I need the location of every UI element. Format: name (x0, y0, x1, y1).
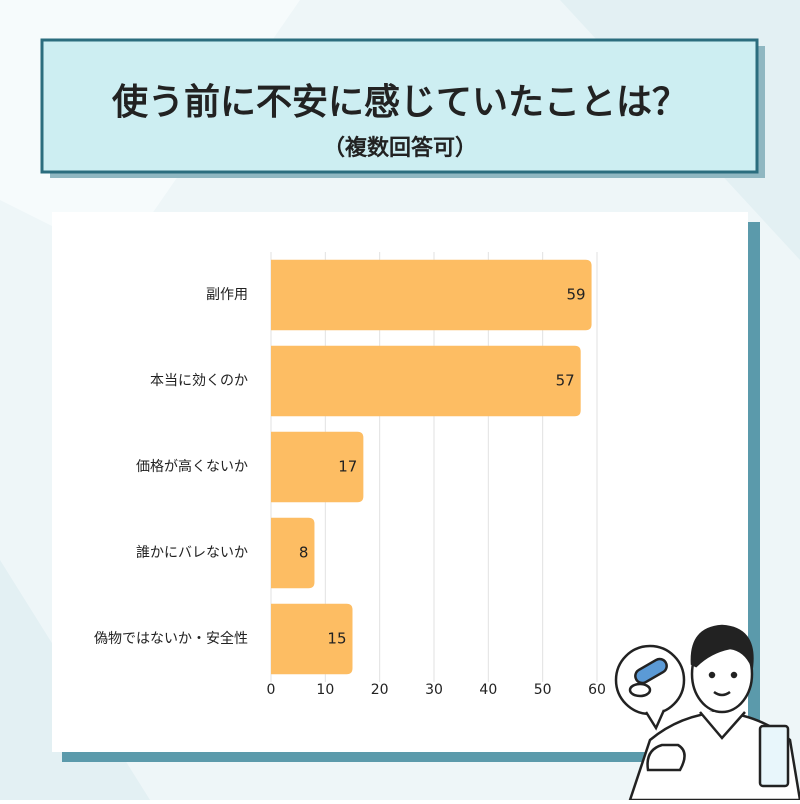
bar (271, 345, 581, 417)
illustration (614, 624, 800, 802)
value-label: 57 (556, 372, 575, 390)
title: 使う前に不安に感じていたことは？ (112, 82, 688, 123)
y-tick-label: 誰かにバレないか (136, 545, 248, 561)
subtitle: （複数回答可） (323, 135, 477, 161)
bar (271, 517, 315, 589)
x-tick-label: 60 (588, 682, 606, 698)
x-tick-label: 20 (371, 682, 389, 698)
bar (271, 431, 364, 503)
title-box (40, 38, 759, 174)
plot: 0 10 20 30 40 50 60 副作用 59 本当に効くのか 57 価格が高くないか 17 誰かに… (94, 252, 606, 698)
x-tick-label: 50 (534, 682, 552, 698)
y-tick-label: 副作用 (206, 287, 248, 303)
y-tick-label: 本当に効くのか (150, 373, 248, 389)
value-label: 59 (566, 286, 585, 304)
value-label: 8 (299, 544, 309, 562)
x-tick-label: 10 (316, 682, 334, 698)
y-tick-label: 価格が高くないか (136, 458, 248, 475)
bar (271, 259, 592, 331)
x-tick-label: 30 (425, 682, 443, 698)
x-tick-label: 0 (267, 682, 276, 698)
y-tick-label: 偽物ではないか・安全性 (94, 630, 248, 647)
value-label: 15 (327, 630, 346, 648)
value-label: 17 (338, 458, 357, 476)
bar (271, 603, 353, 675)
x-tick-label: 40 (479, 682, 497, 698)
